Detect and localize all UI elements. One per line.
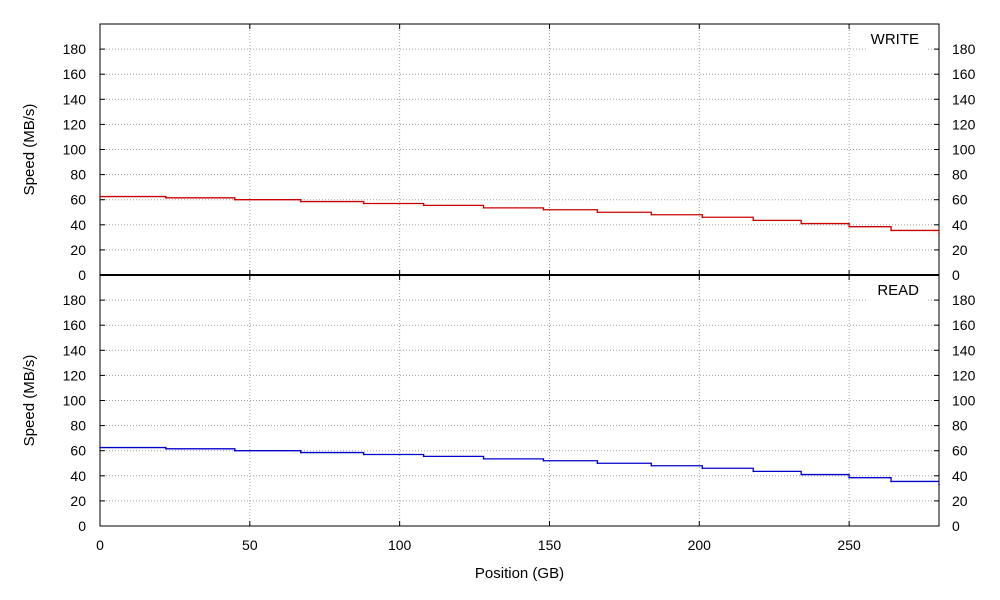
data-point bbox=[650, 464, 653, 467]
y-tick-label-right: 100 bbox=[952, 393, 976, 409]
y-tick-label-right: 0 bbox=[952, 518, 960, 534]
y-tick-label-left: 160 bbox=[63, 66, 87, 82]
y-tick-label-left: 60 bbox=[70, 192, 86, 208]
y-tick-label-left: 20 bbox=[70, 493, 86, 509]
y-tick-label-left: 140 bbox=[63, 342, 87, 358]
x-tick-label: 250 bbox=[837, 537, 861, 553]
legend-box bbox=[867, 28, 927, 50]
data-point bbox=[99, 195, 101, 198]
series-line-write bbox=[100, 195, 939, 232]
y-tick-label-right: 160 bbox=[952, 317, 976, 333]
data-point bbox=[542, 459, 545, 462]
x-tick-label: 150 bbox=[538, 537, 562, 553]
x-tick-label: 200 bbox=[688, 537, 712, 553]
y-tick-label-left: 60 bbox=[70, 443, 86, 459]
y-tick-label-right: 120 bbox=[952, 367, 976, 383]
y-tick-label-left: 140 bbox=[63, 91, 87, 107]
y-tick-label-right: 80 bbox=[952, 418, 968, 434]
y-tick-label-left: 180 bbox=[63, 41, 87, 57]
data-point bbox=[848, 476, 850, 479]
legend-label: READ bbox=[877, 282, 919, 299]
data-point bbox=[362, 202, 365, 205]
y-axis-title: Speed (MB/s) bbox=[21, 355, 38, 447]
y-axis-title: Speed (MB/s) bbox=[21, 104, 38, 196]
data-point bbox=[99, 446, 101, 449]
panel-top: 0 0 20 20 40 40 60 60 80 80 100 100 120 120 140 140 160 1… bbox=[21, 23, 976, 283]
data-point bbox=[848, 225, 850, 228]
x-tick-label: 50 bbox=[242, 537, 258, 553]
data-point bbox=[422, 204, 425, 207]
y-tick-label-right: 40 bbox=[952, 217, 968, 233]
y-tick-label-left: 120 bbox=[63, 116, 87, 132]
y-tick-label-right: 60 bbox=[952, 443, 968, 459]
data-point bbox=[482, 207, 485, 209]
data-point bbox=[800, 473, 802, 476]
y-tick-label-left: 180 bbox=[63, 292, 87, 308]
data-point bbox=[938, 483, 940, 486]
grid-lines bbox=[100, 24, 939, 275]
y-tick-label-right: 20 bbox=[952, 242, 968, 258]
data-point bbox=[650, 213, 653, 216]
data-point bbox=[596, 462, 599, 465]
data-point bbox=[542, 208, 545, 211]
y-tick-label-left: 100 bbox=[63, 393, 87, 409]
legend-box bbox=[867, 279, 927, 301]
y-tick-label-right: 180 bbox=[952, 41, 976, 57]
data-point bbox=[234, 198, 236, 201]
legend-label: WRITE bbox=[871, 31, 919, 48]
data-point bbox=[165, 448, 167, 450]
y-tick-label-right: 140 bbox=[952, 342, 976, 358]
y-tick-label-right: 60 bbox=[952, 192, 968, 208]
y-tick-label-right: 180 bbox=[952, 292, 976, 308]
plot-frame bbox=[99, 274, 940, 527]
y-tick-label-left: 80 bbox=[70, 167, 86, 183]
y-tick-label-right: 120 bbox=[952, 116, 976, 132]
y-tick-label-left: 160 bbox=[63, 317, 87, 333]
series-line-read bbox=[100, 446, 939, 483]
y-tick-label-left: 120 bbox=[63, 367, 87, 383]
y-tick-label-right: 20 bbox=[952, 493, 968, 509]
y-tick-label-right: 0 bbox=[952, 267, 960, 283]
data-point bbox=[299, 451, 302, 454]
data-point bbox=[752, 219, 755, 222]
y-tick-label-left: 20 bbox=[70, 242, 86, 258]
y-tick-label-left: 0 bbox=[78, 518, 86, 534]
y-tick-label-left: 40 bbox=[70, 468, 86, 484]
data-point bbox=[422, 455, 425, 458]
plot-frame bbox=[99, 23, 940, 276]
x-tick-label: 100 bbox=[388, 537, 412, 553]
data-point bbox=[234, 449, 236, 452]
data-point bbox=[890, 229, 892, 232]
data-point bbox=[752, 470, 755, 473]
x-tick-label: 0 bbox=[96, 537, 104, 553]
data-point bbox=[299, 200, 302, 203]
y-tick-label-left: 80 bbox=[70, 418, 86, 434]
y-tick-label-right: 160 bbox=[952, 66, 976, 82]
y-tick-label-right: 100 bbox=[952, 142, 976, 158]
data-point bbox=[701, 216, 704, 219]
data-point bbox=[596, 211, 599, 214]
data-point bbox=[890, 480, 892, 483]
x-axis-title: Position (GB) bbox=[475, 565, 564, 582]
data-point bbox=[800, 222, 802, 225]
data-point bbox=[938, 232, 940, 235]
y-tick-label-right: 140 bbox=[952, 91, 976, 107]
y-tick-label-left: 40 bbox=[70, 217, 86, 233]
data-point bbox=[482, 458, 485, 460]
data-point bbox=[701, 467, 704, 470]
y-tick-label-left: 0 bbox=[78, 267, 86, 283]
y-tick-label-right: 40 bbox=[952, 468, 968, 484]
data-point bbox=[165, 197, 167, 199]
y-tick-label-left: 100 bbox=[63, 142, 87, 158]
y-tick-label-right: 80 bbox=[952, 167, 968, 183]
data-point bbox=[362, 453, 365, 456]
grid-lines bbox=[100, 275, 939, 526]
